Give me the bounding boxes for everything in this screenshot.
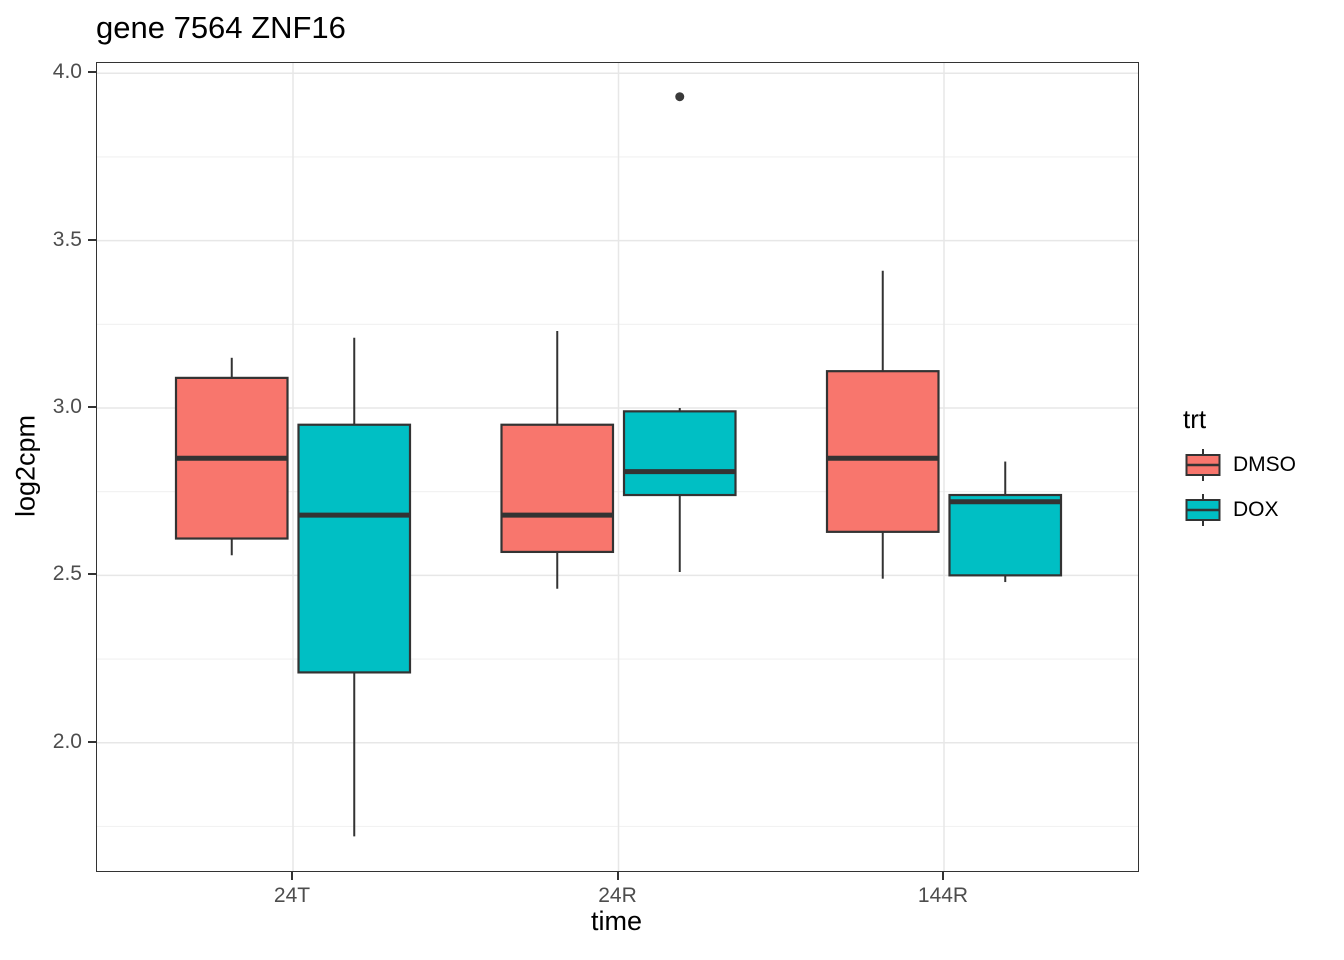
boxplot-key-icon: [1185, 494, 1221, 526]
legend-label-dmso: DMSO: [1233, 453, 1296, 476]
legend-label-dox: DOX: [1233, 498, 1279, 521]
box-DOX-24T: [297, 423, 412, 674]
plot-panel: [96, 62, 1139, 872]
box-DMSO-144R: [825, 370, 940, 533]
outlier-DOX-24R: [675, 92, 685, 102]
x-tick-label: 24R: [598, 884, 637, 907]
y-tick-mark: [88, 238, 96, 241]
y-axis-title: log2cpm: [10, 414, 41, 518]
y-tick-label: 2.5: [52, 562, 82, 586]
box-DMSO-24R: [500, 423, 615, 554]
boxplot-canvas: [97, 63, 1138, 871]
y-tick-label: 3.5: [52, 227, 82, 251]
boxplot-key-icon: [1185, 449, 1221, 481]
x-tick-mark: [942, 872, 944, 880]
x-tick-label: 144R: [917, 884, 969, 907]
plot-title: gene 7564 ZNF16: [96, 10, 346, 45]
y-tick-mark: [88, 71, 96, 74]
x-tick-label: 24T: [273, 884, 311, 907]
y-tick-mark: [88, 740, 96, 743]
y-tick-mark: [88, 573, 96, 576]
box-DOX-144R: [948, 493, 1063, 577]
legend-entry-dox: DOX: [1185, 491, 1279, 529]
legend-title: trt: [1183, 404, 1207, 434]
x-tick-mark: [291, 872, 293, 880]
legend-entry-dmso: DMSO: [1185, 446, 1296, 484]
x-axis-title: time: [590, 906, 642, 936]
y-tick-label: 4.0: [52, 60, 82, 84]
y-tick-label: 3.0: [52, 395, 82, 418]
y-tick-label: 2.0: [52, 729, 82, 753]
x-tick-mark: [616, 872, 619, 880]
y-tick-mark: [88, 406, 96, 408]
box-DOX-24R: [622, 410, 737, 497]
